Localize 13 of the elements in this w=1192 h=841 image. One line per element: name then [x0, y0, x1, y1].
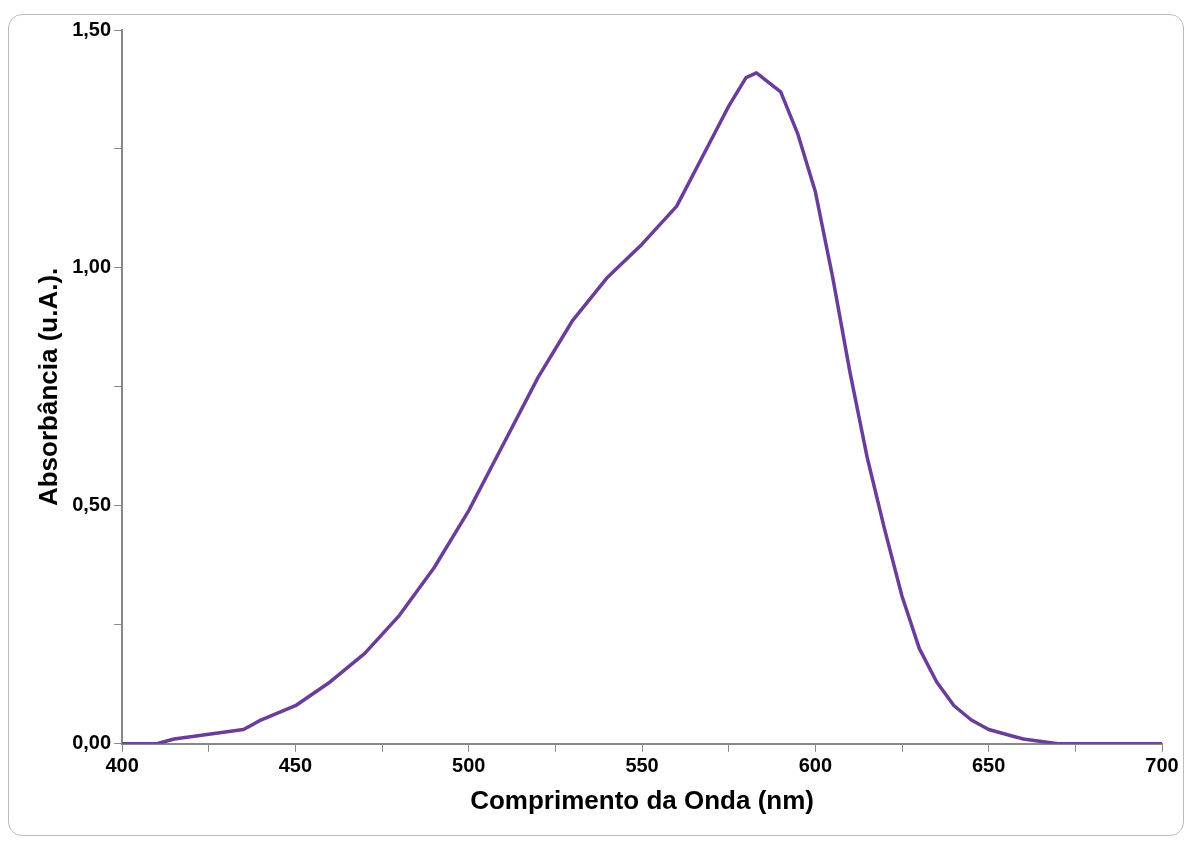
y-tick-label: 1,50: [72, 17, 112, 40]
y-tick-label: 0,00: [72, 731, 112, 754]
x-tick-label: 450: [278, 754, 313, 777]
y-axis-title: Absorbância (u.A.).: [32, 267, 63, 507]
y-tick-label: 0,50: [72, 493, 112, 516]
x-tick-label: 650: [972, 754, 1006, 777]
x-axis-title: Comprimento da Onda (nm): [470, 784, 814, 815]
x-tick-label: 700: [1145, 754, 1179, 777]
x-tick-label: 550: [625, 754, 659, 777]
x-tick-label: 600: [798, 754, 833, 777]
x-tick-label: 500: [452, 754, 486, 777]
x-tick-label: 400: [105, 754, 139, 777]
y-tick-label: 1,00: [72, 255, 112, 278]
